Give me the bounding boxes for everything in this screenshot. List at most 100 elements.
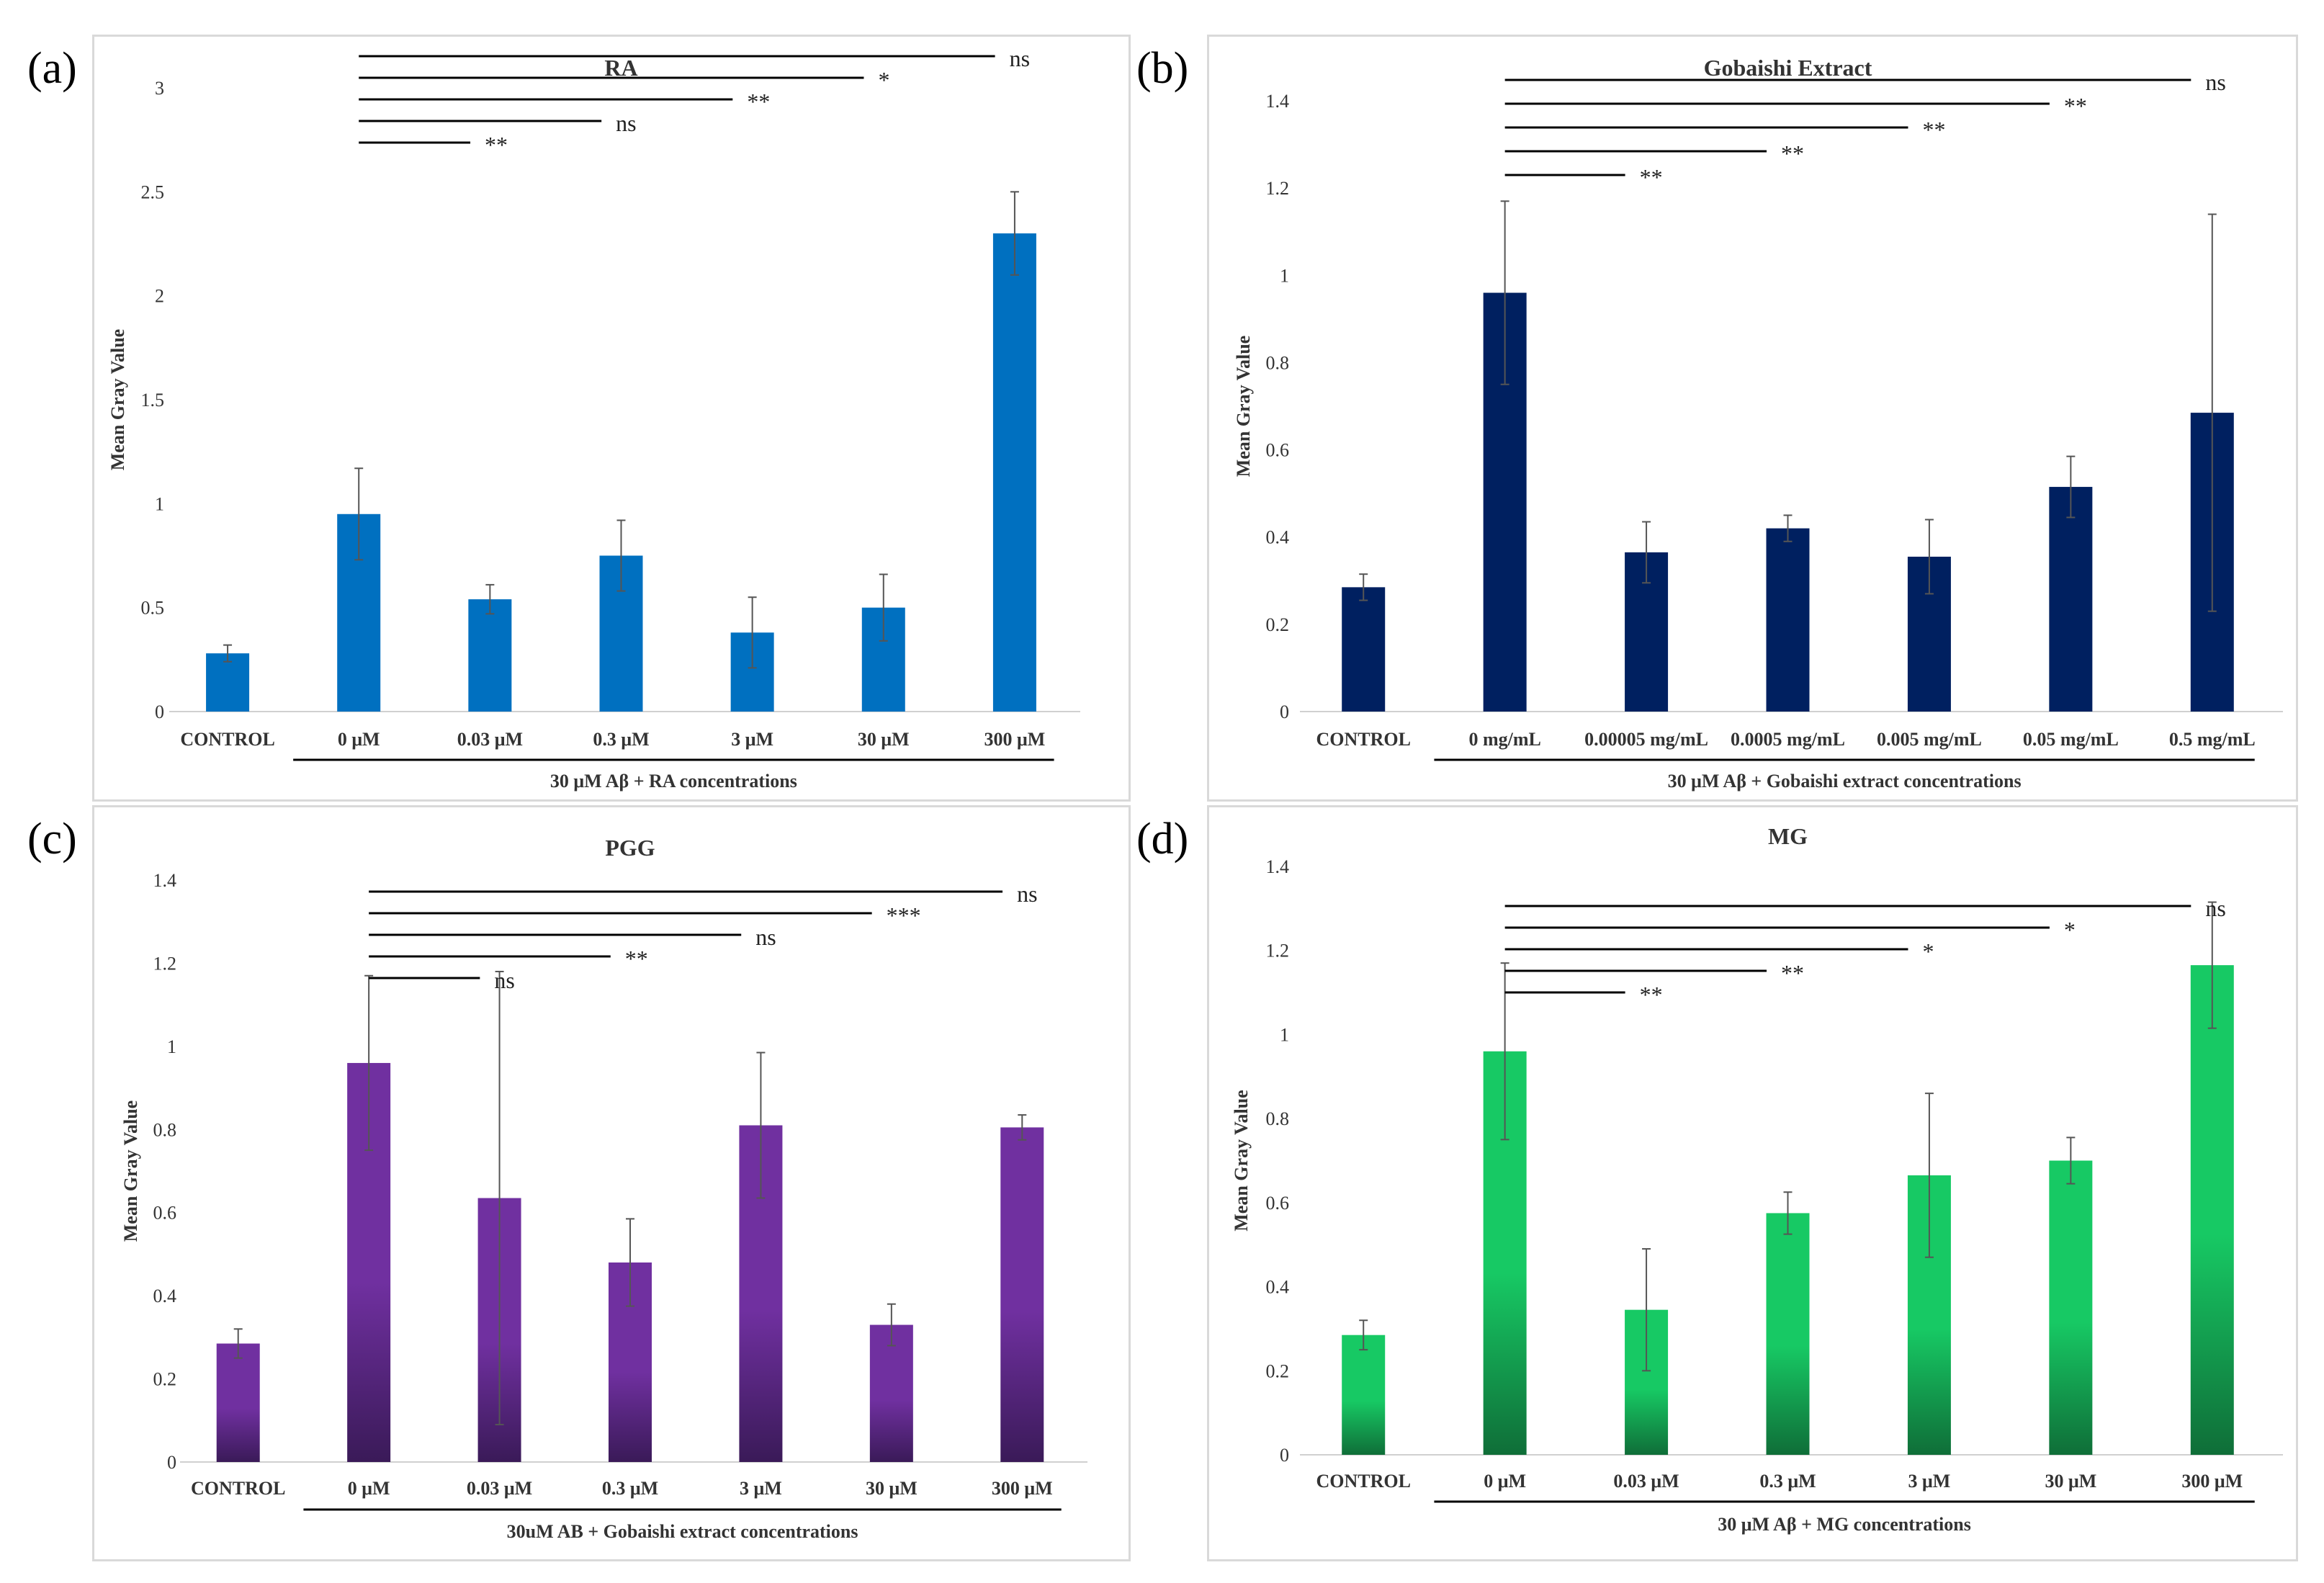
category-label-3: 0.3 μM: [1759, 1471, 1816, 1492]
significance-label-2: ns: [755, 924, 776, 950]
category-label-5: 30 μM: [866, 1478, 918, 1499]
bar-0: [1342, 1335, 1386, 1455]
y-tick-label: 1.2: [153, 953, 177, 974]
category-label-3: 0.3 μM: [602, 1478, 658, 1499]
y-tick-label: 0.8: [153, 1119, 177, 1140]
bar-3: [1766, 1213, 1810, 1455]
category-label-0: CONTROL: [191, 1478, 285, 1499]
y-tick-label: 0: [1280, 701, 1289, 722]
chart-title: RA: [604, 55, 637, 81]
y-axis-label: Mean Gray Value: [120, 1100, 141, 1242]
significance-label-4: ns: [1017, 881, 1037, 907]
bar-5: [2049, 1160, 2093, 1455]
y-tick-label: 0: [1280, 1445, 1289, 1466]
y-tick-label: 0.8: [1266, 1108, 1290, 1129]
group-label: 30 μM Aβ + RA concentrations: [550, 771, 797, 792]
significance-label-1: ns: [616, 110, 636, 136]
category-label-2: 0.03 μM: [467, 1478, 532, 1499]
bar-5: [869, 1324, 913, 1462]
y-tick-label: 2: [155, 286, 164, 307]
category-label-1: 0 mg/mL: [1468, 729, 1540, 750]
group-label: 30 μM Aβ + MG concentrations: [1718, 1514, 1971, 1535]
y-tick-label: 1: [1280, 1024, 1289, 1045]
y-tick-label: 1.4: [1266, 856, 1290, 877]
significance-label-1: **: [1781, 960, 1804, 986]
y-tick-label: 1: [155, 493, 164, 514]
bar-2: [468, 599, 512, 712]
y-tick-label: 0.6: [1266, 1193, 1290, 1214]
chart-title: Gobaishi Extract: [1704, 55, 1872, 81]
category-label-6: 0.5 mg/mL: [2169, 729, 2256, 750]
panel-c-frame: [92, 805, 1131, 1561]
bar-0: [216, 1343, 260, 1462]
y-tick-label: 1.2: [1266, 178, 1290, 199]
significance-label-0: **: [485, 132, 508, 158]
group-label: 30uM AB + Gobaishi extract concentration…: [507, 1521, 858, 1542]
significance-label-2: **: [1922, 117, 1945, 143]
bar-0: [1342, 587, 1386, 712]
panel-d-frame: [1207, 805, 2298, 1561]
significance-label-4: ns: [1010, 45, 1030, 71]
y-tick-label: 0.2: [1266, 614, 1290, 635]
category-label-4: 3 μM: [740, 1478, 782, 1499]
category-label-6: 300 μM: [984, 729, 1046, 750]
category-label-1: 0 μM: [348, 1478, 390, 1499]
y-axis-label: Mean Gray Value: [1233, 336, 1254, 477]
y-tick-label: 1.4: [153, 870, 177, 891]
category-label-4: 0.005 mg/mL: [1877, 729, 1982, 750]
significance-label-0: **: [1640, 982, 1663, 1008]
category-label-1: 0 μM: [338, 729, 380, 750]
significance-label-3: *: [878, 67, 889, 93]
y-tick-label: 1.2: [1266, 941, 1290, 961]
bar-5: [2049, 487, 2093, 712]
y-tick-label: 0.2: [1266, 1360, 1290, 1381]
category-label-5: 0.05 mg/mL: [2023, 729, 2119, 750]
y-tick-label: 0.4: [1266, 527, 1290, 548]
y-tick-label: 0.8: [1266, 352, 1290, 373]
significance-label-0: ns: [494, 967, 514, 993]
y-tick-label: 0: [167, 1452, 176, 1473]
panel-letter-c: (c): [27, 815, 77, 864]
chart-title: PGG: [605, 835, 655, 861]
y-tick-label: 0.2: [153, 1369, 177, 1390]
y-tick-label: 2.5: [141, 181, 165, 202]
significance-label-3: ***: [887, 902, 921, 928]
y-axis-label: Mean Gray Value: [1231, 1090, 1252, 1231]
significance-label-3: *: [2064, 917, 2076, 943]
chart-1: Gobaishi Extract Mean Gray Value 0 0.2 0.4 0.…: [1233, 55, 2283, 792]
category-label-6: 300 μM: [2181, 1471, 2243, 1492]
bar-6: [2190, 965, 2234, 1455]
significance-label-0: **: [1640, 164, 1663, 190]
significance-label-2: **: [747, 89, 770, 115]
chart-3: MG Mean Gray Value 0 0.2 0.4 0.6 0.8 1 1.2 1.4 CON…: [1231, 823, 2283, 1535]
significance-label-4: ns: [2205, 895, 2225, 921]
panel-letter-d: (d): [1136, 815, 1189, 864]
significance-label-3: **: [2064, 93, 2087, 119]
bar-0: [206, 653, 250, 712]
category-label-4: 3 μM: [731, 729, 773, 750]
category-label-5: 30 μM: [2045, 1471, 2096, 1492]
panel-letter-b: (b): [1136, 44, 1189, 93]
chart-0: RA Mean Gray Value 0 0.5 1 1.5 2 2.5 3 CONTROL 0 μ…: [107, 45, 1080, 792]
significance-label-2: *: [1922, 938, 1934, 964]
y-tick-label: 0.6: [1266, 440, 1290, 461]
category-label-4: 3 μM: [1908, 1471, 1951, 1492]
y-tick-label: 1: [1280, 265, 1289, 286]
category-label-0: CONTROL: [1316, 729, 1410, 750]
bar-6: [1000, 1127, 1044, 1462]
y-tick-label: 1.4: [1266, 91, 1290, 112]
group-label: 30 μM Aβ + Gobaishi extract concentratio…: [1668, 771, 2022, 792]
panel-letter-a: (a): [27, 44, 77, 93]
y-tick-label: 3: [155, 78, 164, 99]
y-tick-label: 1: [167, 1036, 176, 1057]
significance-label-4: ns: [2205, 69, 2225, 95]
significance-label-1: **: [1781, 140, 1804, 166]
y-tick-label: 0: [155, 701, 164, 722]
category-label-2: 0.03 μM: [1613, 1471, 1679, 1492]
bar-6: [992, 233, 1036, 712]
category-label-3: 0.3 μM: [593, 729, 649, 750]
category-label-5: 30 μM: [858, 729, 910, 750]
category-label-2: 0.03 μM: [457, 729, 523, 750]
chart-2: PGG Mean Gray Value 0 0.2 0.4 0.6 0.8 1 1.2 1.4 CO…: [120, 835, 1087, 1542]
